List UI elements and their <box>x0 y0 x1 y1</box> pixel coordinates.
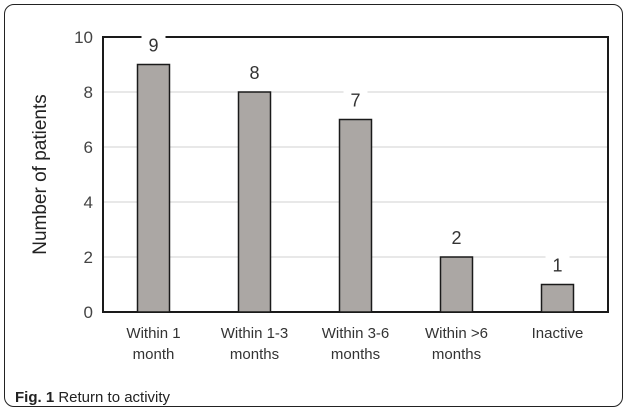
y-tick-label: 10 <box>74 28 93 47</box>
data-label: 7 <box>350 91 360 111</box>
y-tick-label: 2 <box>84 248 93 267</box>
x-tick-label: months <box>230 346 279 363</box>
x-tick-label: months <box>432 346 481 363</box>
data-label-bg <box>242 62 267 84</box>
x-tick-label: month <box>133 346 175 363</box>
data-label-bg <box>141 34 166 57</box>
figure-frame: 0 2 4 6 8 10 9 Within 1 month 8 Within 1-3 months 7 W… <box>4 4 623 407</box>
x-tick-label: Within 1 <box>126 325 180 342</box>
x-tick-label: Within 1-3 <box>221 325 289 342</box>
caption-label: Fig. 1 <box>15 389 55 406</box>
y-tick-label: 4 <box>84 193 93 212</box>
data-label: 1 <box>552 256 562 276</box>
bar-chart: 0 2 4 6 8 10 9 Within 1 month 8 Within 1-3 months 7 W… <box>30 28 609 363</box>
x-tick-label: months <box>331 346 380 363</box>
bar <box>540 283 575 313</box>
caption-text: Return to activity <box>58 389 171 406</box>
y-tick-label: 8 <box>84 83 93 102</box>
x-tick-label: Within >6 <box>425 325 488 342</box>
bar <box>237 91 272 313</box>
x-tick-label: Inactive <box>532 325 584 342</box>
data-label-bg <box>444 227 469 249</box>
bar <box>338 118 373 313</box>
bar <box>439 256 474 313</box>
data-label-bg <box>545 254 570 277</box>
data-label: 9 <box>148 36 158 56</box>
data-label: 8 <box>249 63 259 83</box>
bar <box>136 63 171 313</box>
y-tick-label: 6 <box>84 138 93 157</box>
figure-caption: Fig. 1 Return to activity <box>15 389 170 406</box>
x-tick-label: Within 3-6 <box>322 325 390 342</box>
y-tick-label: 0 <box>84 303 93 322</box>
data-label: 2 <box>451 228 461 248</box>
y-axis-title: Number of patients <box>30 94 51 255</box>
data-label-bg <box>343 89 368 112</box>
